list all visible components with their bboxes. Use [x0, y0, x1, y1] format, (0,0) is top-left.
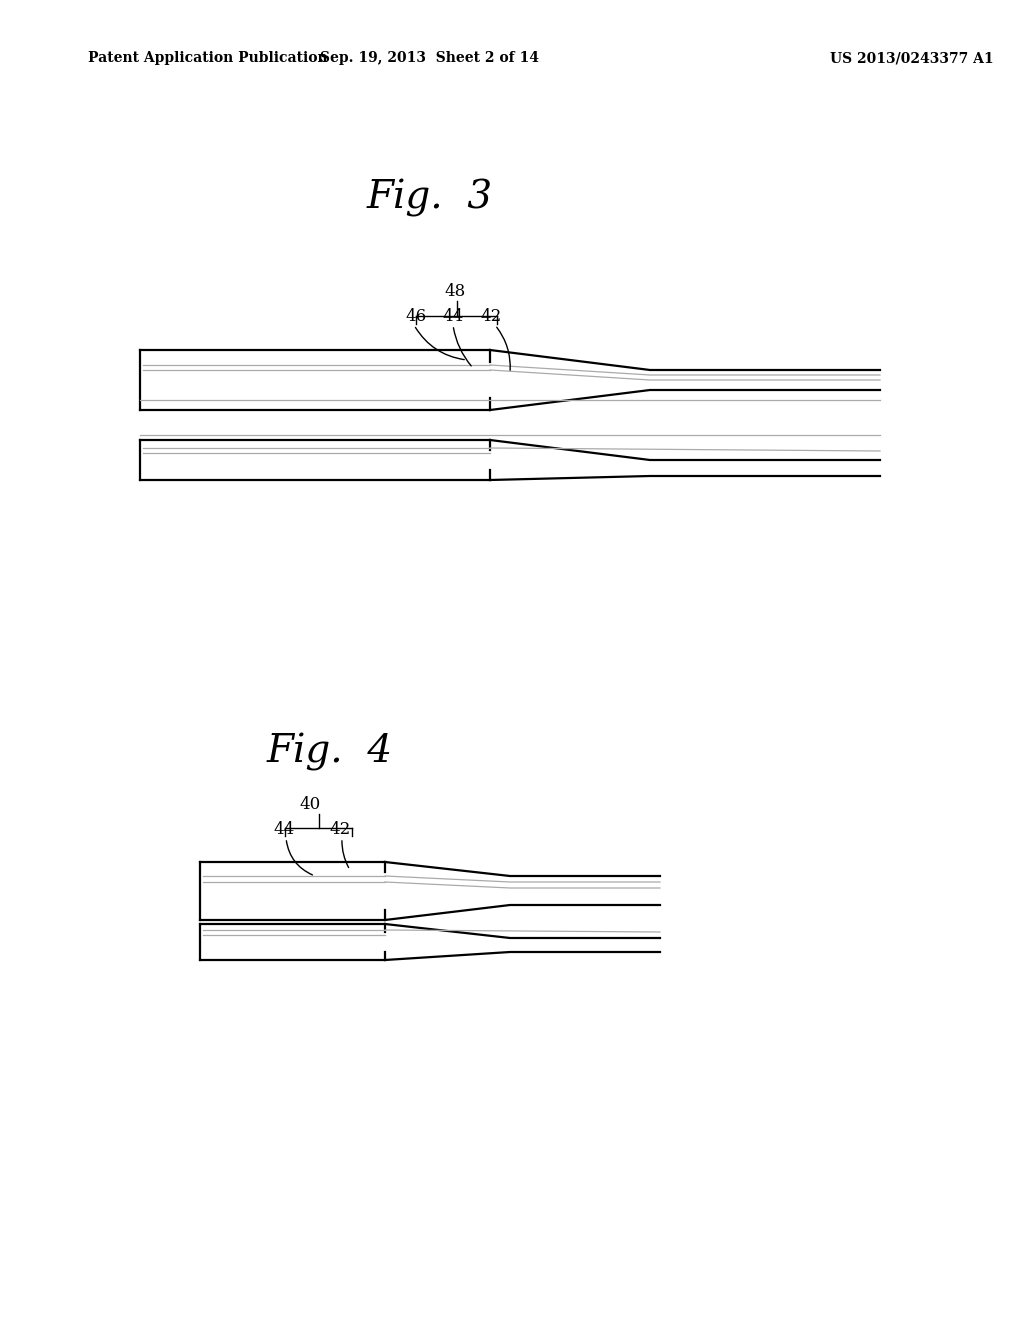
Text: 48: 48	[444, 282, 466, 300]
Text: 46: 46	[406, 308, 427, 325]
Text: Fig.  3: Fig. 3	[367, 180, 494, 216]
Text: Patent Application Publication: Patent Application Publication	[88, 51, 328, 65]
Text: 40: 40	[299, 796, 321, 813]
Text: Sep. 19, 2013  Sheet 2 of 14: Sep. 19, 2013 Sheet 2 of 14	[321, 51, 540, 65]
Text: US 2013/0243377 A1: US 2013/0243377 A1	[830, 51, 994, 65]
Text: 44: 44	[442, 308, 464, 325]
Text: 42: 42	[330, 821, 350, 838]
Text: 42: 42	[480, 308, 502, 325]
Text: Fig.  4: Fig. 4	[267, 733, 393, 771]
Text: 44: 44	[273, 821, 295, 838]
